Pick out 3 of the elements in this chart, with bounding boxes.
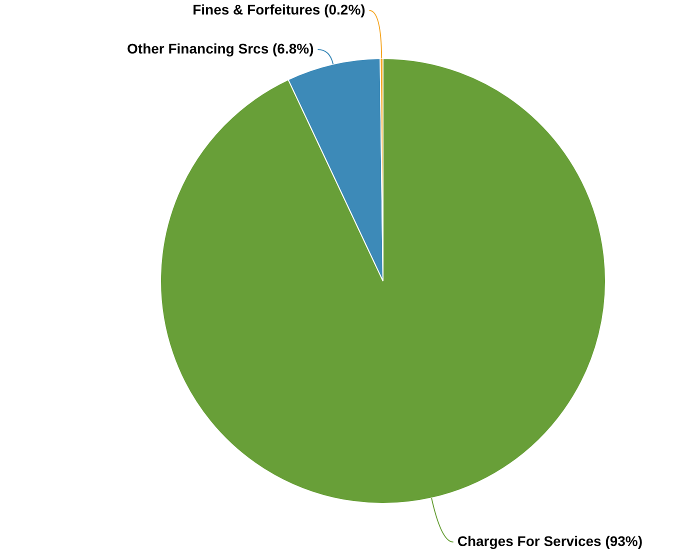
slice-label: Other Financing Srcs (6.8%)	[127, 40, 314, 56]
slice-label: Charges For Services (93%)	[457, 532, 643, 549]
slice-label: Fines & Forfeitures (0.2%)	[192, 1, 366, 18]
